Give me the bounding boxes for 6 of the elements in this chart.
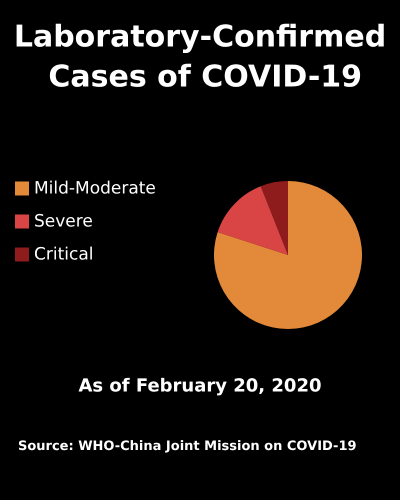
legend-label: Mild-Moderate <box>34 178 156 198</box>
source-note: Source: WHO-China Joint Mission on COVID-19 <box>18 439 357 454</box>
legend-label: Critical <box>34 244 94 264</box>
text: As of February 20, 2020 <box>78 376 322 396</box>
chart-title: Laboratory-Confirmed Cases of COVID-19 <box>14 20 386 94</box>
legend-label: Severe <box>34 212 93 232</box>
